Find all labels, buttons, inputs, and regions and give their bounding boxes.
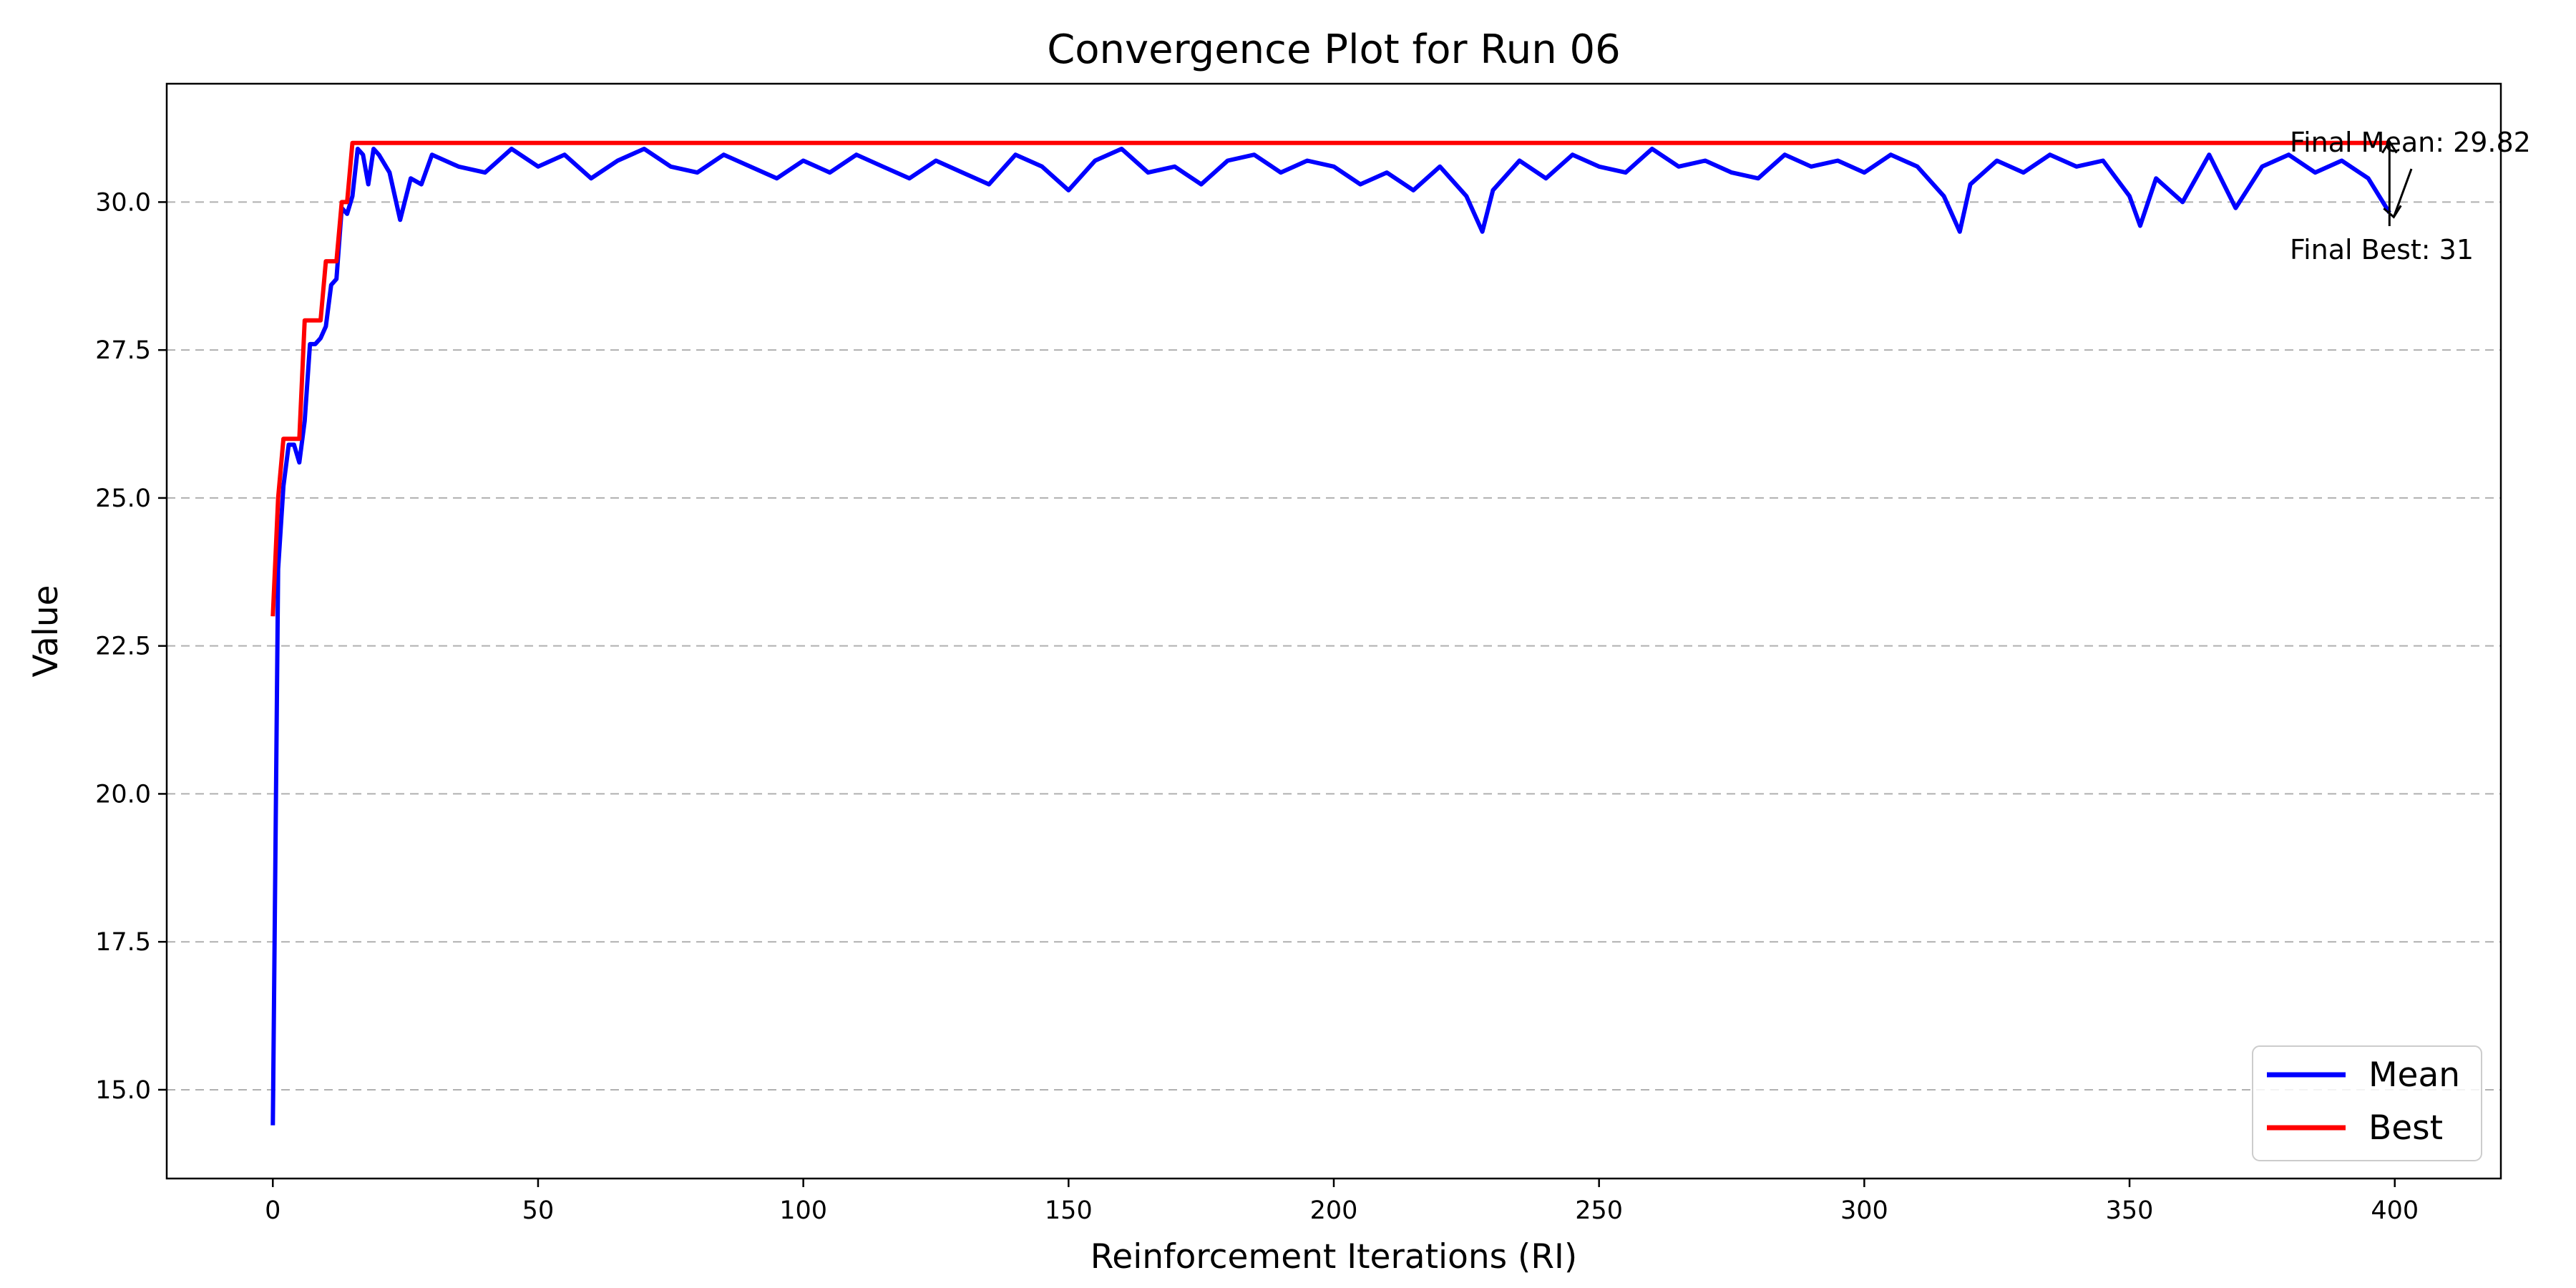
- x-tick-label: 50: [522, 1196, 555, 1225]
- y-tick-label: 30.0: [95, 188, 151, 217]
- y-tick-label: 25.0: [95, 484, 151, 513]
- legend-label-mean: Mean: [2368, 1055, 2460, 1095]
- chart-title: Convergence Plot for Run 06: [1047, 26, 1621, 73]
- y-tick-label: 20.0: [95, 780, 151, 809]
- x-tick-label: 200: [1310, 1196, 1358, 1225]
- annotation-arrow-mean: [2392, 168, 2413, 218]
- grid-layer: [167, 201, 2501, 1091]
- tick-layer: 15.0 17.5 20.0 22.5 25.0 27.5 30.0 0 50 100 150 200…: [95, 188, 2419, 1225]
- x-tick-label: 250: [1575, 1196, 1623, 1225]
- x-tick-label: 0: [265, 1196, 280, 1225]
- x-tick-label: 350: [2106, 1196, 2154, 1225]
- series-line-mean: [270, 147, 2391, 1126]
- legend-label-best: Best: [2368, 1108, 2443, 1148]
- annotation-layer: Final Mean: 29.82 Final Best: 31: [2290, 127, 2531, 265]
- x-tick-label: 100: [779, 1196, 827, 1225]
- y-tick-label: 17.5: [95, 928, 151, 957]
- y-tick-label: 22.5: [95, 633, 151, 661]
- annotation-final-best: Final Best: 31: [2290, 234, 2474, 265]
- series-layer: [270, 140, 2391, 1126]
- series-line-best: [270, 140, 2390, 617]
- plot-frame: [165, 82, 2502, 1180]
- y-axis-label: Value: [26, 585, 66, 677]
- y-tick-label: 15.0: [95, 1076, 151, 1105]
- x-tick-label: 300: [1840, 1196, 1888, 1225]
- annotation-final-mean: Final Mean: 29.82: [2290, 127, 2531, 158]
- annotation-arrowhead-mean: [2383, 205, 2402, 219]
- legend: Mean Best: [2252, 1045, 2482, 1161]
- y-tick-label: 27.5: [95, 336, 151, 365]
- x-axis-label: Reinforcement Iterations (RI): [1091, 1237, 1578, 1277]
- x-tick-label: 150: [1045, 1196, 1093, 1225]
- annotation-arrowhead-best: [2381, 139, 2398, 154]
- x-tick-label: 400: [2371, 1196, 2419, 1225]
